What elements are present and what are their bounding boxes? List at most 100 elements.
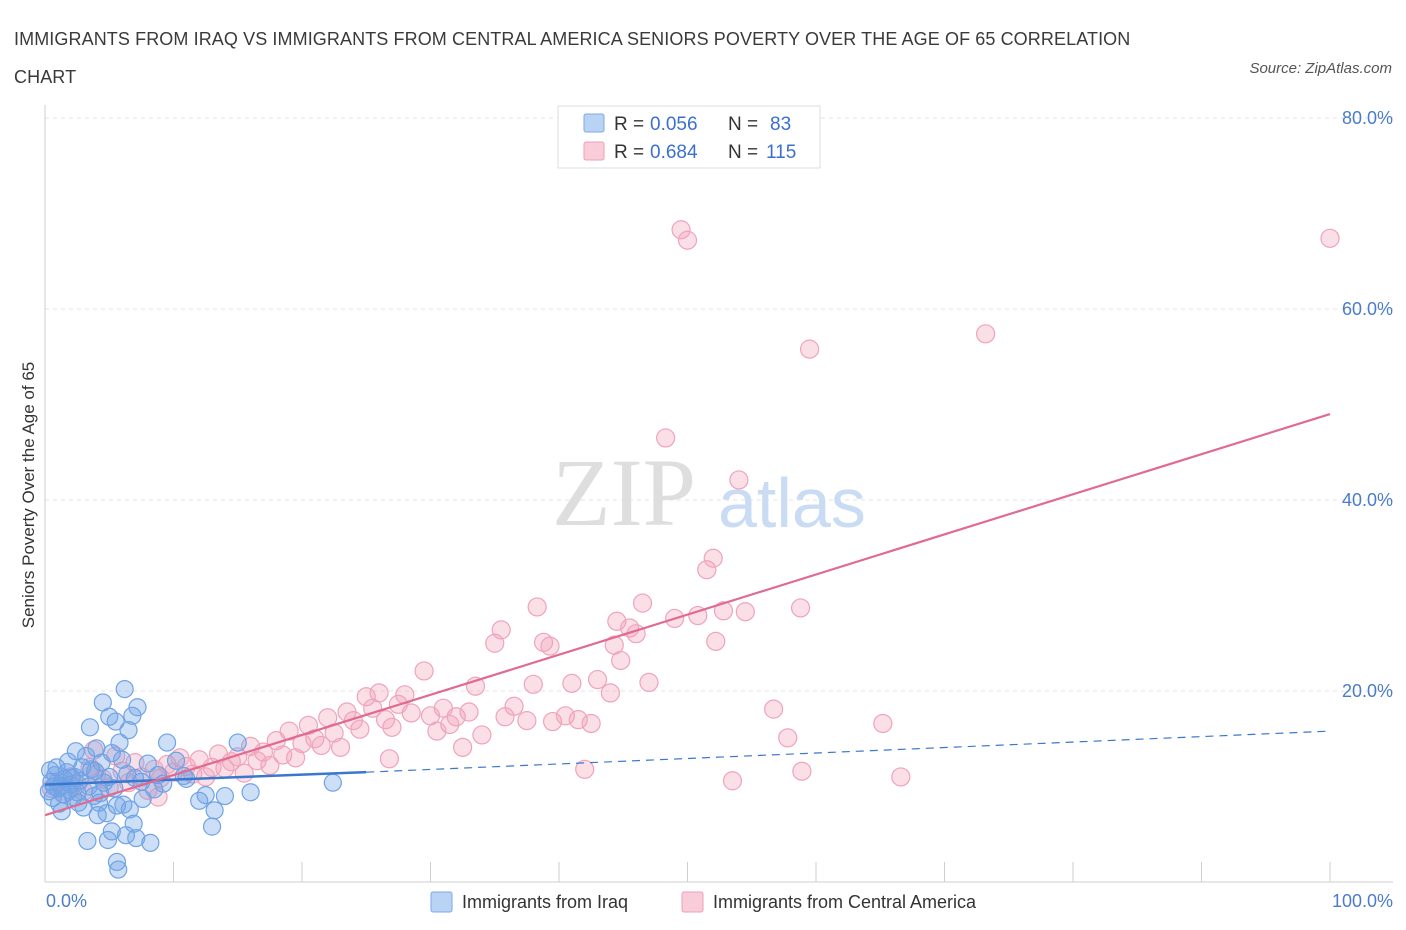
legend-r-value-ca: 0.684 <box>650 142 698 163</box>
point-ca-94 <box>697 560 717 580</box>
point-iraq-17 <box>77 746 96 766</box>
point-iraq-36 <box>128 698 147 717</box>
point-iraq-34 <box>115 679 134 699</box>
watermark-zip: ZIP <box>552 439 696 546</box>
point-ca-99 <box>735 602 755 622</box>
point-ca-85 <box>611 650 631 671</box>
point-iraq-61 <box>98 830 118 850</box>
trend-lines <box>44 412 1331 817</box>
point-ca-80 <box>575 759 595 779</box>
point-ca-73 <box>527 597 547 617</box>
point-ca-63 <box>453 737 473 757</box>
point-iraq-71 <box>66 742 85 761</box>
point-ca-52 <box>375 710 396 730</box>
point-ca-70 <box>504 696 524 716</box>
point-ca-89 <box>639 672 659 693</box>
point-iraq-79 <box>50 794 69 813</box>
point-ca-64 <box>459 702 479 722</box>
point-ca-98 <box>729 470 749 490</box>
chart-source: Source: ZipAtlas.com <box>1249 60 1392 77</box>
trend-ca <box>44 412 1331 817</box>
point-ca-77 <box>555 706 576 726</box>
bottom-legend-swatch-ca <box>681 891 704 913</box>
point-iraq-53 <box>228 733 247 752</box>
point-ca-95 <box>703 548 723 568</box>
point-iraq-52 <box>215 786 234 806</box>
point-ca-104 <box>790 598 811 618</box>
point-ca-48 <box>350 719 370 739</box>
point-ca-79 <box>568 710 588 730</box>
point-iraq-72 <box>86 762 105 781</box>
point-iraq-35 <box>123 706 142 725</box>
legend-n-value-ca: 115 <box>766 142 796 163</box>
watermark-atlas: atlas <box>718 464 866 542</box>
point-ca-66 <box>472 725 492 745</box>
point-iraq-65 <box>88 806 107 825</box>
legend-r-value-iraq: 0.056 <box>650 114 698 135</box>
point-ca-88 <box>632 593 653 613</box>
y-tick-label-1: 40.0% <box>1342 490 1393 510</box>
bottom-legend: Immigrants from Iraq Immigrants from Cen… <box>430 891 977 913</box>
trend-iraq <box>44 770 367 786</box>
legend-swatch-iraq <box>583 113 605 133</box>
point-ca-82 <box>587 669 608 690</box>
point-iraq-63 <box>107 852 127 872</box>
point-ca-71 <box>517 711 537 731</box>
point-ca-109 <box>976 324 996 344</box>
y-tick-label-3: 80.0% <box>1342 108 1393 128</box>
point-ca-100 <box>713 601 734 621</box>
point-ca-72 <box>523 674 543 694</box>
point-ca-105 <box>792 761 812 781</box>
point-iraq-25 <box>97 804 116 823</box>
point-ca-103 <box>778 728 798 748</box>
point-ca-81 <box>581 713 601 734</box>
point-iraq-78 <box>41 761 60 780</box>
trend-iraq-extension <box>366 730 1331 773</box>
point-ca-107 <box>873 713 893 734</box>
y-tick-labels: 20.0% 40.0% 60.0% 80.0% <box>1342 108 1393 701</box>
watermark: ZIP atlas <box>552 439 866 546</box>
point-iraq-39 <box>112 750 132 769</box>
point-iraq-81 <box>44 777 64 796</box>
point-iraq-50 <box>202 817 222 836</box>
bottom-legend-label-ca: Immigrants from Central America <box>713 892 977 912</box>
point-ca-57 <box>414 661 434 681</box>
point-ca-75 <box>540 636 560 656</box>
axes <box>44 105 1393 883</box>
x-tick-label-max: 100.0% <box>1332 891 1393 911</box>
x-tick-label-min: 0.0% <box>46 891 87 911</box>
stats-legend: R = 0.056 N = 83 R = 0.684 N = 115 <box>557 105 821 169</box>
point-iraq-43 <box>138 754 157 773</box>
point-ca-114 <box>607 611 627 631</box>
bottom-legend-swatch-iraq <box>430 891 453 913</box>
point-ca-49 <box>356 687 376 707</box>
point-ca-34 <box>260 755 280 776</box>
point-ca-78 <box>562 673 582 693</box>
point-iraq-80 <box>323 773 342 792</box>
legend-n-value-iraq: 83 <box>770 114 791 135</box>
point-ca-53 <box>382 717 402 737</box>
bottom-legend-label-iraq: Immigrants from Iraq <box>462 892 628 912</box>
point-ca-38 <box>285 748 306 768</box>
point-ca-92 <box>677 230 698 250</box>
point-iraq-66 <box>124 814 143 833</box>
point-iraq-33 <box>106 712 125 731</box>
point-iraq-59 <box>127 828 146 848</box>
point-iraq-74 <box>133 789 152 809</box>
y-axis-title: Seniors Poverty Over the Age of 65 <box>19 362 38 628</box>
point-ca-56 <box>401 703 421 723</box>
point-iraq-51 <box>205 801 224 820</box>
point-ca-51 <box>369 683 389 703</box>
series-iraq <box>39 679 342 879</box>
point-ca-83 <box>600 683 621 703</box>
y-tick-label-2: 60.0% <box>1342 299 1393 319</box>
point-ca-61 <box>440 714 460 735</box>
point-ca-96 <box>706 631 726 651</box>
point-iraq-57 <box>102 822 121 841</box>
point-ca-91 <box>671 220 691 240</box>
point-iraq-62 <box>78 831 97 851</box>
point-iraq-46 <box>166 751 186 770</box>
point-iraq-49 <box>196 785 215 805</box>
point-ca-110 <box>1320 228 1340 248</box>
